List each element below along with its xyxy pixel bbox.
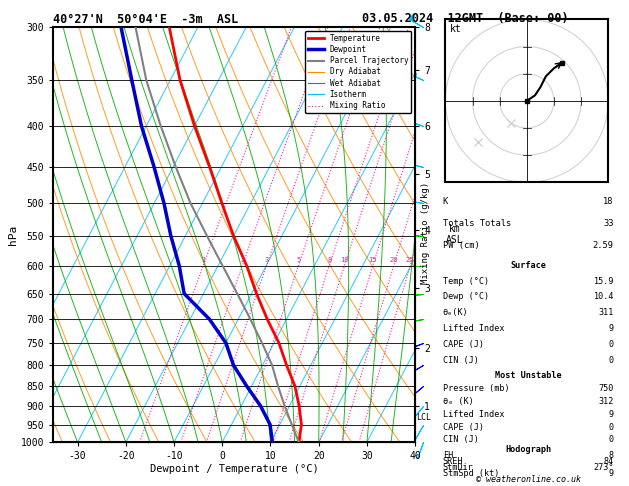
Text: 0: 0 xyxy=(608,340,613,349)
Text: LCL: LCL xyxy=(416,413,431,422)
Text: CIN (J): CIN (J) xyxy=(443,356,479,365)
Text: θₑ (K): θₑ (K) xyxy=(443,397,474,406)
Legend: Temperature, Dewpoint, Parcel Trajectory, Dry Adiabat, Wet Adiabat, Isotherm, Mi: Temperature, Dewpoint, Parcel Trajectory… xyxy=(305,31,411,113)
Text: Lifted Index: Lifted Index xyxy=(443,410,504,419)
Text: CAPE (J): CAPE (J) xyxy=(443,340,484,349)
Text: Most Unstable: Most Unstable xyxy=(495,371,561,381)
Text: 15: 15 xyxy=(369,257,377,263)
Text: CAPE (J): CAPE (J) xyxy=(443,422,484,432)
Text: 10.4: 10.4 xyxy=(593,293,613,301)
Text: 9: 9 xyxy=(608,410,613,419)
Text: 8: 8 xyxy=(327,257,331,263)
Text: 25: 25 xyxy=(406,257,415,263)
X-axis label: Dewpoint / Temperature (°C): Dewpoint / Temperature (°C) xyxy=(150,464,319,474)
Text: 0: 0 xyxy=(608,356,613,365)
Y-axis label: hPa: hPa xyxy=(8,225,18,244)
Text: K: K xyxy=(443,197,448,206)
Text: 2.59: 2.59 xyxy=(593,241,613,250)
Text: 0: 0 xyxy=(608,422,613,432)
Text: 33: 33 xyxy=(603,219,613,228)
Text: 5: 5 xyxy=(296,257,301,263)
Text: StmSpd (kt): StmSpd (kt) xyxy=(443,469,499,478)
Text: kt: kt xyxy=(450,24,462,35)
Text: © weatheronline.co.uk: © weatheronline.co.uk xyxy=(476,474,581,484)
Text: EH: EH xyxy=(443,451,453,460)
Text: 18: 18 xyxy=(603,197,613,206)
Text: PW (cm): PW (cm) xyxy=(443,241,479,250)
Text: 8: 8 xyxy=(608,451,613,460)
Text: 750: 750 xyxy=(598,384,613,393)
Text: Mixing Ratio (g/kg): Mixing Ratio (g/kg) xyxy=(421,182,430,284)
Text: 15.9: 15.9 xyxy=(593,277,613,285)
Text: Surface: Surface xyxy=(510,260,546,270)
Text: 84: 84 xyxy=(603,457,613,466)
Text: SREH: SREH xyxy=(443,457,463,466)
Text: 3: 3 xyxy=(264,257,269,263)
Text: 0: 0 xyxy=(608,435,613,444)
Text: CIN (J): CIN (J) xyxy=(443,435,479,444)
Text: Temp (°C): Temp (°C) xyxy=(443,277,489,285)
Text: 1: 1 xyxy=(201,257,205,263)
Text: 273°: 273° xyxy=(593,463,613,472)
Text: 311: 311 xyxy=(598,309,613,317)
Text: 10: 10 xyxy=(340,257,348,263)
Text: 2: 2 xyxy=(240,257,244,263)
Text: StmDir: StmDir xyxy=(443,463,474,472)
Text: 40°27'N  50°04'E  -3m  ASL: 40°27'N 50°04'E -3m ASL xyxy=(53,13,239,26)
Text: 9: 9 xyxy=(608,469,613,478)
Text: 03.05.2024  12GMT  (Base: 00): 03.05.2024 12GMT (Base: 00) xyxy=(362,12,569,25)
Text: θₑ(K): θₑ(K) xyxy=(443,309,469,317)
Text: Dewp (°C): Dewp (°C) xyxy=(443,293,489,301)
Y-axis label: km
ASL: km ASL xyxy=(446,224,464,245)
Text: Pressure (mb): Pressure (mb) xyxy=(443,384,509,393)
Text: 20: 20 xyxy=(389,257,398,263)
Text: Totals Totals: Totals Totals xyxy=(443,219,511,228)
Text: Hodograph: Hodograph xyxy=(505,445,551,454)
Text: 312: 312 xyxy=(598,397,613,406)
Text: Lifted Index: Lifted Index xyxy=(443,325,504,333)
Text: 9: 9 xyxy=(608,325,613,333)
